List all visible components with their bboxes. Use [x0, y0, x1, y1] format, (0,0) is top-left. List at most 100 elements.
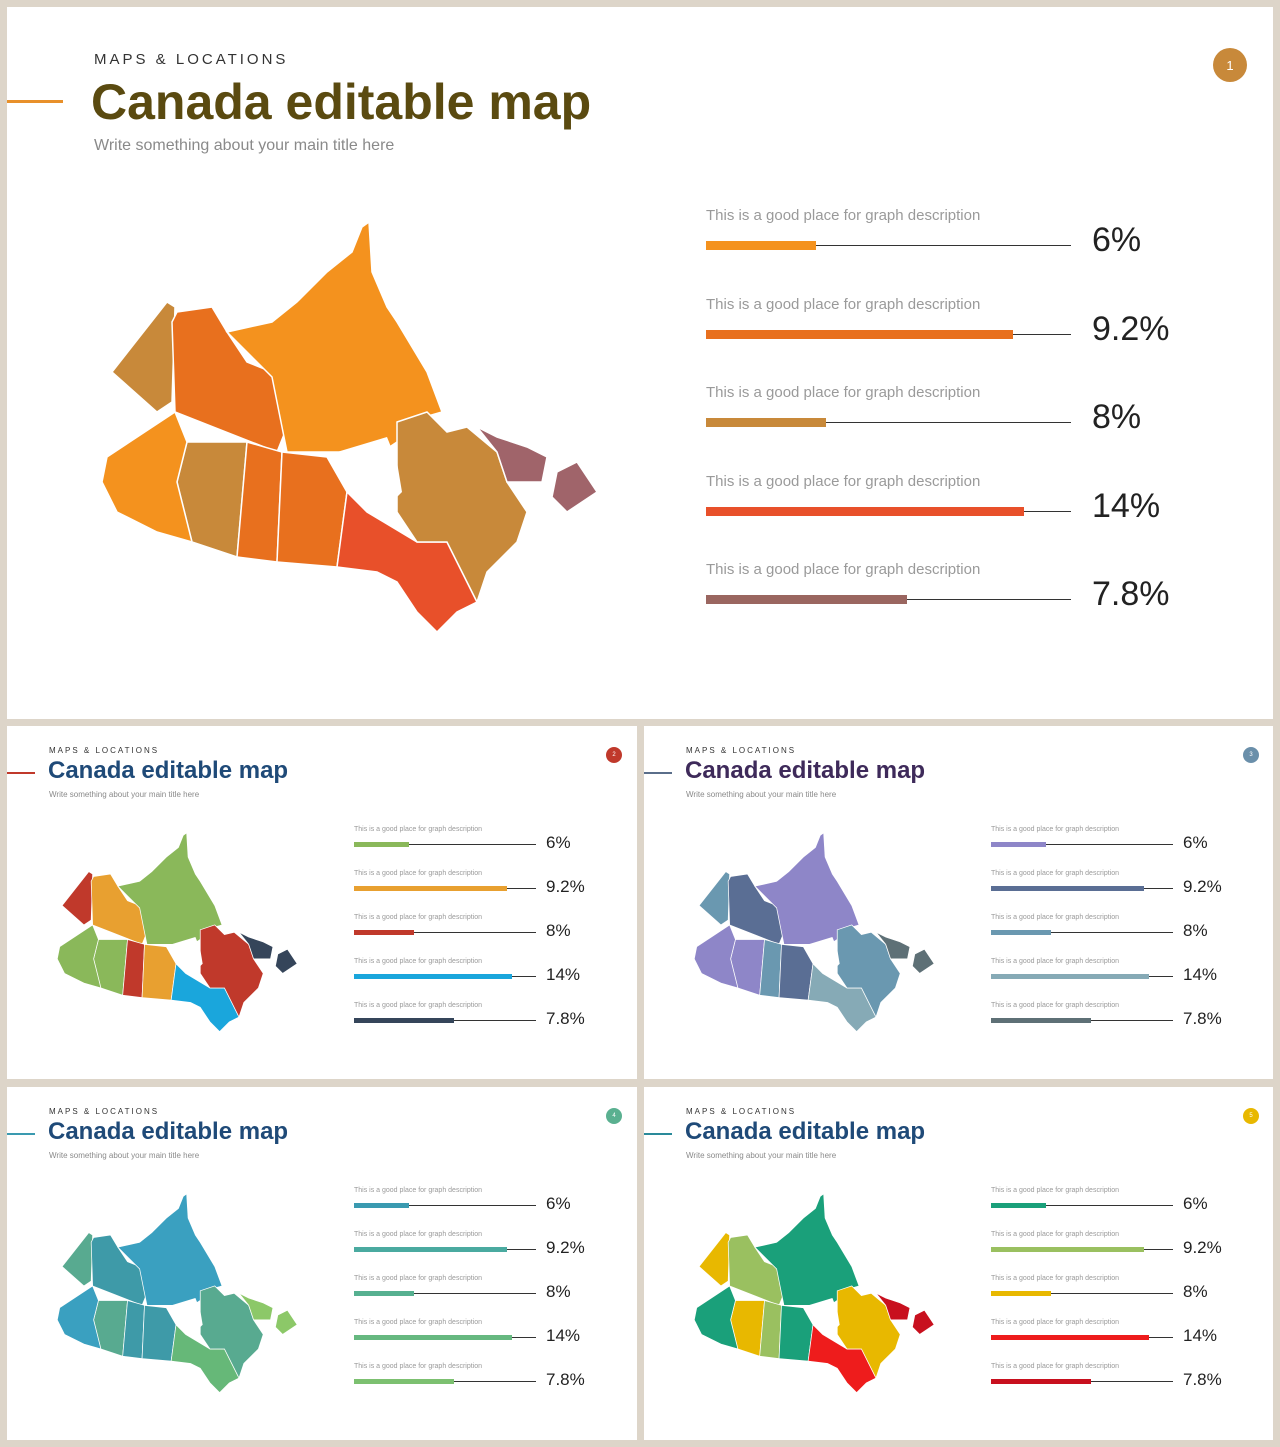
- slide-1[interactable]: MAPS & LOCATIONS Canada editable map Wri…: [7, 7, 1273, 719]
- bar-description: This is a good place for graph descripti…: [991, 1187, 1120, 1194]
- slide-number-badge: 1: [1213, 48, 1247, 82]
- slide-title: Canada editable map: [685, 757, 926, 784]
- bar-fill: [991, 974, 1150, 979]
- british-columbia-region: [101, 410, 194, 544]
- bar-track: [706, 245, 1071, 246]
- yukon-region: [698, 1232, 731, 1287]
- hudson-bay-area: [337, 437, 402, 512]
- bar-value: 6%: [1183, 1194, 1208, 1213]
- slide-number-badge: 4: [606, 1108, 622, 1124]
- northwest-territories-region: [727, 1234, 785, 1306]
- bar-fill: [354, 1335, 513, 1340]
- bar-fill: [706, 241, 816, 250]
- yukon-region: [61, 1232, 94, 1287]
- bar-description: This is a good place for graph descripti…: [706, 472, 981, 490]
- hudson-bay-area: [808, 937, 840, 974]
- bar-fill: [354, 1203, 409, 1208]
- bar-description: This is a good place for graph descripti…: [354, 1231, 483, 1238]
- bar-value: 14%: [1183, 1326, 1218, 1345]
- bar-track: [354, 1293, 536, 1294]
- newfoundland-labrador-region: [238, 1292, 298, 1335]
- quebec-region: [199, 1285, 264, 1379]
- slide-number-badge: 5: [1243, 1108, 1259, 1124]
- yukon-region: [698, 871, 731, 926]
- accent-line: [7, 100, 63, 103]
- bar-track: [354, 1205, 536, 1206]
- bar-description: This is a good place for graph descripti…: [706, 207, 981, 224]
- bar-value: 9.2%: [546, 1238, 585, 1257]
- bar-fill: [706, 329, 1013, 339]
- ontario-region: [336, 490, 479, 634]
- bar-list: This is a good place for graph descripti…: [991, 1187, 1261, 1402]
- bar-value: 14%: [546, 1326, 581, 1345]
- manitoba-region: [778, 1304, 814, 1362]
- bar-description: This is a good place for graph descripti…: [354, 826, 483, 833]
- newfoundland-labrador-region: [238, 931, 298, 974]
- bar-fill: [991, 886, 1144, 891]
- bar-list: This is a good place for graph descripti…: [354, 826, 624, 1041]
- bar-fill: [991, 842, 1046, 847]
- bar-value: 8%: [1183, 1282, 1208, 1301]
- bar-fill: [706, 418, 827, 427]
- bar-track: [991, 1205, 1173, 1206]
- bar-value: 8%: [546, 1282, 571, 1301]
- bar-description: This is a good place for graph descripti…: [354, 914, 483, 921]
- bar-track: [354, 932, 536, 933]
- bar-value: 14%: [1092, 486, 1161, 525]
- bar-value: 6%: [1092, 221, 1142, 259]
- northwest-territories-region: [90, 873, 148, 945]
- bar-fill: [354, 974, 513, 979]
- slide-kicker: MAPS & LOCATIONS: [686, 1107, 797, 1116]
- ontario-region: [170, 962, 240, 1033]
- slide-kicker: MAPS & LOCATIONS: [94, 51, 289, 68]
- bar-value: 6%: [1183, 833, 1208, 852]
- bar-fill: [991, 930, 1052, 935]
- quebec-region: [836, 1285, 901, 1379]
- slide-subtitle: Write something about your main title he…: [686, 790, 837, 799]
- bar-description: This is a good place for graph descripti…: [354, 958, 483, 965]
- slide-5[interactable]: MAPS & LOCATIONS Canada editable map Wri…: [644, 1087, 1273, 1440]
- bar-value: 8%: [546, 921, 571, 940]
- bar-description: This is a good place for graph descripti…: [706, 384, 981, 401]
- slide-4[interactable]: MAPS & LOCATIONS Canada editable map Wri…: [7, 1087, 637, 1440]
- slide-subtitle: Write something about your main title he…: [686, 1151, 837, 1160]
- bar-description: This is a good place for graph descripti…: [354, 1275, 483, 1282]
- bar-fill: [706, 595, 907, 604]
- bar-track: [991, 932, 1173, 933]
- bar-fill: [991, 1247, 1144, 1252]
- accent-line: [644, 1133, 672, 1135]
- bar-description: This is a good place for graph descripti…: [354, 1187, 483, 1194]
- hudson-bay-area: [171, 1298, 203, 1335]
- ontario-region: [807, 962, 877, 1033]
- bar-value: 9.2%: [1183, 877, 1222, 896]
- slide-title: Canada editable map: [91, 74, 592, 130]
- slide-3[interactable]: MAPS & LOCATIONS Canada editable map Wri…: [644, 726, 1273, 1079]
- bar-value: 7.8%: [1183, 1370, 1222, 1389]
- slide-kicker: MAPS & LOCATIONS: [49, 1107, 160, 1116]
- bar-fill: [354, 842, 409, 847]
- bar-value: 9.2%: [1092, 309, 1170, 348]
- bar-value: 6%: [546, 1194, 571, 1213]
- yukon-region: [110, 301, 176, 413]
- bar-description: This is a good place for graph descripti…: [991, 826, 1120, 833]
- bar-value: 14%: [546, 965, 581, 984]
- bar-track: [354, 844, 536, 845]
- slide-subtitle: Write something about your main title he…: [94, 137, 395, 154]
- bar-value: 9.2%: [1183, 1238, 1222, 1257]
- bar-fill: [991, 1018, 1092, 1023]
- bar-value: 7.8%: [546, 1370, 585, 1389]
- bar-value: 7.8%: [546, 1009, 585, 1028]
- bar-description: This is a good place for graph descripti…: [354, 870, 483, 877]
- bar-value: 6%: [546, 833, 571, 852]
- newfoundland-labrador-region: [875, 1292, 935, 1335]
- quebec-region: [199, 924, 264, 1018]
- bar-list: This is a good place for graph descripti…: [354, 1187, 624, 1402]
- british-columbia-region: [56, 924, 102, 989]
- bar-description: This is a good place for graph descripti…: [991, 1319, 1120, 1326]
- bar-value: 8%: [1092, 398, 1142, 436]
- hudson-bay-area: [808, 1298, 840, 1335]
- slide-2[interactable]: MAPS & LOCATIONS Canada editable map Wri…: [7, 726, 637, 1079]
- bar-fill: [354, 1379, 455, 1384]
- bar-description: This is a good place for graph descripti…: [991, 914, 1120, 921]
- bar-fill: [991, 1203, 1046, 1208]
